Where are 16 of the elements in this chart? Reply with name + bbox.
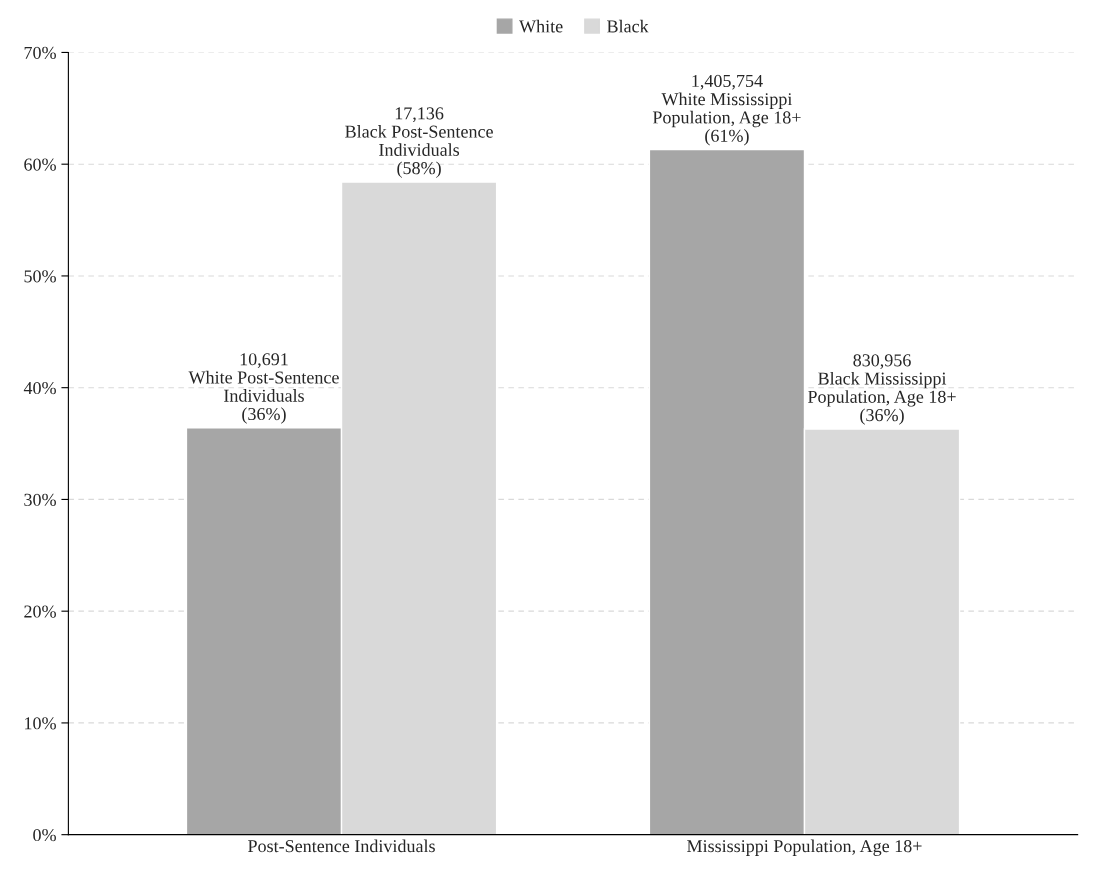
- y-tick-label: 20%: [24, 605, 56, 618]
- x-tick-label: Post-Sentence Individuals: [248, 839, 435, 853]
- y-tick-label: 60%: [24, 158, 56, 171]
- y-tick-label: 40%: [23, 381, 56, 395]
- y-tick-label: 70%: [24, 46, 56, 59]
- y-tick-label: 0%: [33, 828, 56, 842]
- y-tick-label: 50%: [24, 270, 56, 283]
- data-label: 17,136 Black Post-Sentence Individuals (58%): [345, 107, 493, 178]
- y-tick-label: 10%: [25, 717, 56, 730]
- data-label: 1,405,754 White Mississippi Population, Age 18+ (61%): [652, 74, 801, 146]
- data-label: 10,691 White Post-Sentence Individuals (36%): [188, 353, 339, 424]
- legend-label: White: [519, 19, 563, 33]
- y-tick-label: 30%: [24, 493, 56, 506]
- data-label: 830,956 Black Mississippi Population, Age 18+ (36%): [808, 354, 956, 425]
- legend-label: Black: [607, 19, 649, 33]
- x-tick-label: Mississippi Population, Age 18+: [687, 839, 922, 856]
